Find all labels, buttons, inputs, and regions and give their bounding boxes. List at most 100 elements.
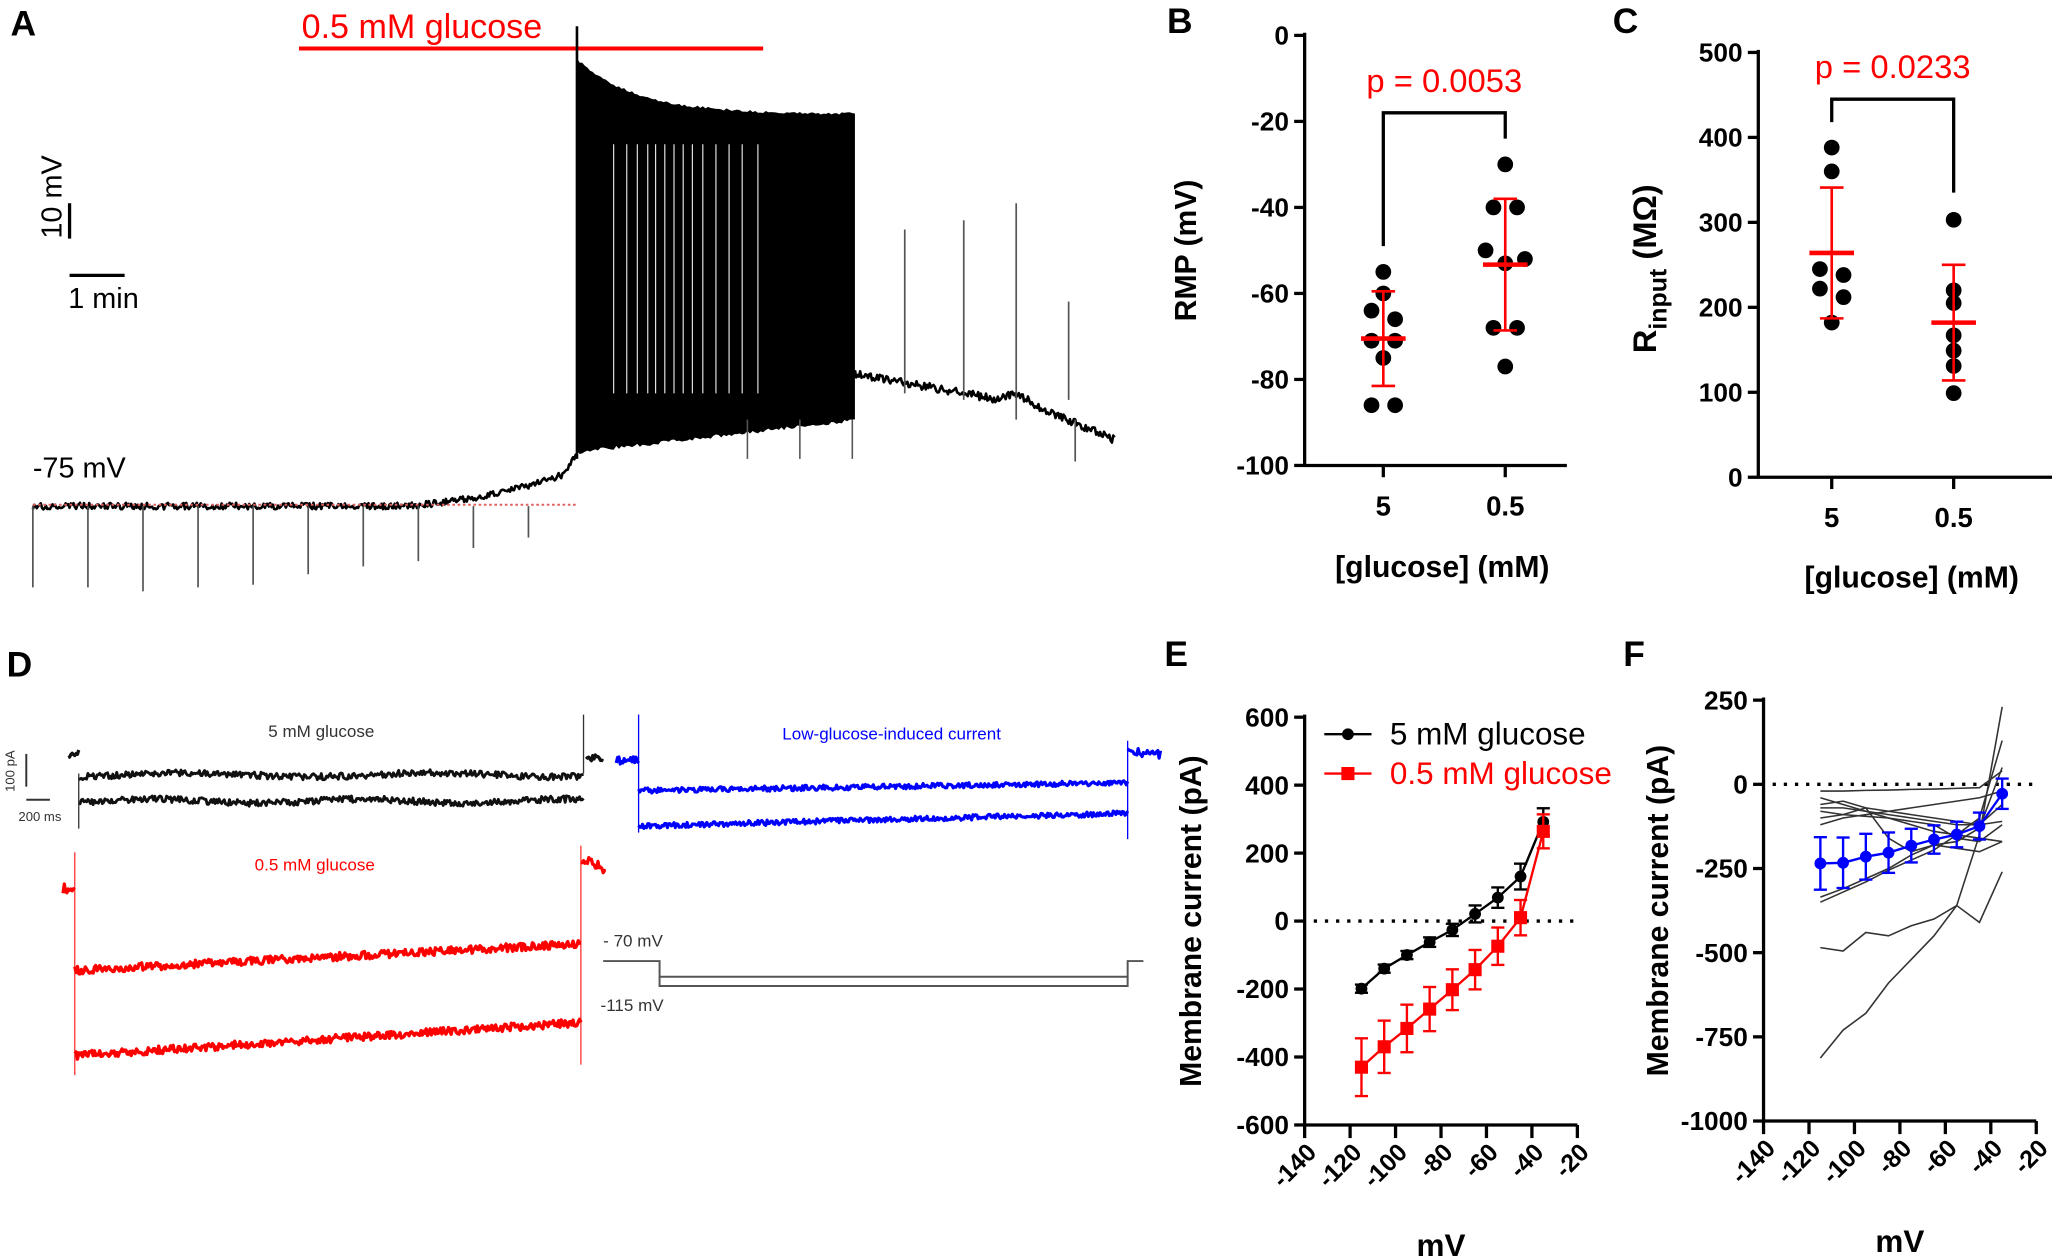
control-series-marker [1355,982,1368,995]
y-tick-label: 0 [1728,462,1743,492]
low-glucose-holding-stub [580,855,607,875]
significance-bracket [1381,111,1507,247]
low-glucose-series-marker [1354,1060,1369,1074]
data-point [1945,211,1962,228]
data-point [1835,289,1852,306]
control-holding-stub [584,753,605,763]
y-tick-label: -400 [1236,1042,1288,1072]
y-axis-title: Membrane current (pA) [1642,745,1675,1077]
data-point [1485,199,1502,216]
x-tick-label: -60 [1917,1134,1962,1179]
x-tick-label: -140 [1267,1138,1322,1193]
y-tick-label: -20 [1251,107,1289,137]
x-axis-title: mV [1417,1228,1466,1260]
holding-potential-label: - 70 mV [603,932,663,951]
data-point [1363,302,1380,319]
mean-series-marker [1973,820,1986,832]
control-holding-stub [67,749,81,760]
control-trace-2 [77,794,585,808]
low-glucose-trace-1 [73,939,582,976]
mean-series-marker [1837,856,1849,869]
scale-voltage-label: 10 mV [37,155,69,239]
y-tick-label: 300 [1699,208,1743,238]
low-glucose-series-marker [1491,939,1505,953]
trace-label-control: 5 mM glucose [268,722,374,741]
significance-bracket [1830,97,1956,193]
y-axis-title-unit: (MΩ) [1626,184,1663,269]
data-point [1509,319,1525,336]
control-series-marker [1378,962,1391,975]
difference-holding-stub [614,755,640,766]
x-axis-title: [glucose] (mM) [1805,561,2019,594]
x-tick-label: -100 [1358,1138,1413,1193]
mean-series-marker [1928,833,1940,846]
x-tick-label: -100 [1817,1134,1872,1189]
x-tick-label: -120 [1771,1134,1826,1189]
difference-trace-1 [637,779,1130,795]
data-point [1363,397,1380,414]
control-series-marker [1401,949,1413,961]
panel-label-d: D [7,645,33,685]
treatment-label: 0.5 mM glucose [302,8,543,46]
individual-cell-trace [1820,810,2003,843]
y-tick-label: 400 [1245,770,1289,800]
y-tick-label: 400 [1699,123,1743,153]
individual-cell-trace [1820,807,2003,826]
y-axis-title-subscript: input [1645,269,1673,330]
data-point [1477,242,1494,259]
baseline-voltage-label: -75 mV [33,452,127,484]
y-tick-label: 100 [1699,377,1743,407]
y-axis-title-base: R [1626,330,1663,354]
low-glucose-series-marker [1536,824,1550,838]
y-axis-title: Rinput (MΩ) [1626,184,1672,353]
scale-current-label: 100 pA [2,750,17,792]
x-tick-label: -120 [1312,1138,1367,1193]
data-point [1812,261,1828,277]
x-tick-label: -80 [1872,1134,1917,1179]
low-glucose-series-marker [1445,983,1459,997]
individual-cell-trace [1820,871,2003,952]
data-point [1387,397,1403,414]
x-tick-label: 5 [1824,502,1839,533]
low-glucose-series-marker [1513,911,1528,925]
x-tick-label: -60 [1459,1138,1504,1183]
y-tick-label: -40 [1251,193,1289,223]
data-point [1823,139,1840,156]
legend-entry: 5 mM glucose [1390,717,1586,752]
individual-cell-trace [1820,770,2003,792]
control-series-marker [1423,936,1436,949]
legend-marker [1342,728,1354,741]
y-tick-label: -100 [1236,451,1288,481]
x-tick-label: -40 [1504,1138,1549,1183]
data-point [1497,358,1514,375]
individual-cell-trace [1820,790,2003,826]
y-tick-label: -250 [1695,854,1747,884]
panel-label-c: C [1613,1,1639,41]
low-glucose-series-marker [1400,1021,1414,1036]
data-point [1812,280,1828,297]
control-series-marker [1469,908,1481,920]
data-point [1509,199,1525,216]
mean-series-marker [1996,787,2009,800]
individual-cell-trace [1820,797,2003,843]
y-tick-label: -750 [1695,1022,1747,1052]
low-glucose-series-marker [1423,1002,1437,1016]
x-tick-label: -40 [1963,1134,2008,1179]
panel-label-b: B [1167,1,1193,41]
scale-time-label: 1 min [68,283,139,315]
y-tick-label: 200 [1699,293,1743,323]
difference-holding-stub [1126,747,1163,760]
legend-marker [1341,767,1355,781]
low-glucose-series-marker [1468,963,1482,977]
voltage-protocol-step-2 [658,976,1129,987]
y-tick-label: 0 [1274,906,1289,936]
y-tick-label: 200 [1245,838,1289,868]
panel-label-a: A [11,3,37,43]
step-potential-label: -115 mV [601,996,665,1015]
control-series-marker [1491,891,1504,904]
difference-trace-2 [637,809,1130,830]
p-value-label: p = 0.0053 [1366,62,1522,99]
individual-cell-trace [1820,800,2003,826]
data-point [1387,311,1403,328]
